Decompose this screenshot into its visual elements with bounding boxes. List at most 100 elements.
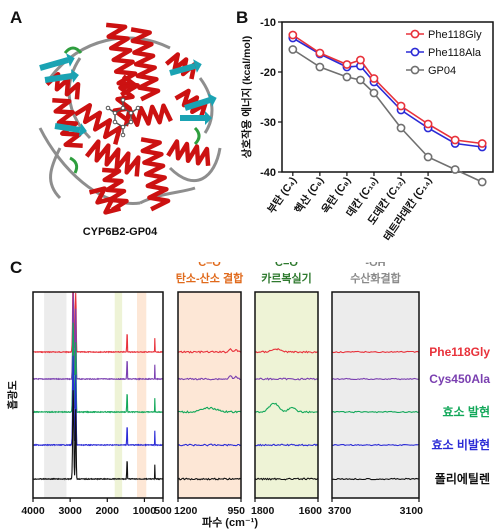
x-tick-label: 1000 xyxy=(133,505,157,517)
data-point xyxy=(396,123,406,133)
data-point xyxy=(288,30,298,40)
spectrum-zoom xyxy=(254,477,319,481)
beta-sheet xyxy=(44,73,73,83)
ligand-atom xyxy=(112,110,118,116)
alpha-helix xyxy=(112,74,138,122)
beta-sheet xyxy=(39,57,69,71)
data-point xyxy=(369,74,379,83)
band-highlight-oh xyxy=(44,292,67,498)
alpha-helix xyxy=(105,22,140,97)
band-highlight-co2 xyxy=(114,292,123,498)
panel-frame xyxy=(254,291,319,499)
spectrum-zoom xyxy=(177,348,242,354)
beta-sheet-arrow xyxy=(193,59,202,73)
series-label: 효소 발현 xyxy=(443,404,491,419)
band-name: 탄소-산소 결합 xyxy=(176,271,243,285)
coil-strand xyxy=(168,147,222,182)
ligand-atom xyxy=(120,124,126,130)
spectrum-zoom xyxy=(254,377,319,381)
y-tick-label: -10 xyxy=(260,17,276,29)
coil-strand xyxy=(139,186,196,205)
band-label: -OH xyxy=(365,262,385,269)
beta-sheet-arrow xyxy=(70,69,79,83)
spectrum-overview xyxy=(33,292,164,354)
panel-frame xyxy=(331,291,420,499)
series-label: 효소 비발현 xyxy=(431,437,490,452)
x-tick-label: 1200 xyxy=(174,505,198,517)
band-background xyxy=(332,292,419,498)
x-tick-label: 3700 xyxy=(328,505,352,517)
protein-caption: CYP6B2-GP04 xyxy=(82,226,158,238)
panel-c-letter: C xyxy=(10,258,23,277)
band-highlight-co xyxy=(137,292,147,498)
coil-strand xyxy=(48,36,171,79)
panel-frame xyxy=(32,291,164,499)
spectrum-zoom xyxy=(254,347,319,354)
spectrum-overview xyxy=(32,390,164,481)
data-point xyxy=(288,45,298,54)
panel-a-letter: A xyxy=(10,8,23,27)
x-tick-label: 3100 xyxy=(400,505,424,517)
band-background xyxy=(178,292,241,498)
y-axis-label: 상호작용 에너지 (kcal/mol) xyxy=(240,36,253,158)
data-point xyxy=(477,177,487,187)
x-tick-label: 1800 xyxy=(251,505,275,517)
alpha-helix xyxy=(88,186,122,215)
y-axis-label: 흡광도 xyxy=(6,380,19,409)
protein-structure-image xyxy=(38,22,222,215)
spectrum-zoom xyxy=(177,443,242,447)
ligand-atom xyxy=(120,132,126,138)
alpha-helix xyxy=(84,139,141,177)
data-point xyxy=(342,60,352,69)
spectrum-zoom xyxy=(177,375,242,381)
spectrum-zoom xyxy=(331,410,420,414)
band-name: 수산화결합 xyxy=(350,271,401,285)
x-tick-label: 950 xyxy=(227,505,245,517)
spectrum-zoom xyxy=(331,477,420,481)
legend-marker xyxy=(410,47,420,57)
beta-sheet-arrow xyxy=(207,93,217,107)
alpha-helix xyxy=(74,103,123,146)
legend-marker xyxy=(410,29,420,39)
band-name: 카르복실기 xyxy=(261,271,312,285)
spectrum-overview xyxy=(32,322,164,414)
legend-label: GP04 xyxy=(428,65,456,77)
band-label: C=O xyxy=(275,262,298,269)
x-tick-label: 테트라데칸 (C₁₄) xyxy=(381,174,435,243)
coil-strand xyxy=(49,147,62,200)
data-point xyxy=(315,62,325,72)
x-tick-label: 1600 xyxy=(299,505,323,517)
ligand-atom xyxy=(128,110,134,116)
series-label: Phe118Gly xyxy=(429,345,490,359)
spectrum-zoom xyxy=(332,443,420,447)
data-point xyxy=(369,88,379,98)
ligand-atom xyxy=(120,105,126,111)
x-tick-label: 2000 xyxy=(96,505,120,517)
spectrum-overview xyxy=(32,355,164,447)
panel-frame xyxy=(177,291,242,499)
data-point xyxy=(477,139,487,148)
beta-sheet xyxy=(184,97,211,111)
series-label: 폴리에틸렌 xyxy=(435,471,490,486)
beta-sheet xyxy=(169,63,196,76)
band-label: C–O xyxy=(198,262,221,269)
legend-marker xyxy=(410,65,420,75)
y-tick-label: -40 xyxy=(260,167,276,179)
beta-sheet-arrow xyxy=(78,123,87,137)
x-tick-label: 4000 xyxy=(21,505,45,517)
alpha-helix xyxy=(166,139,211,166)
beta-sheet-arrow xyxy=(66,53,75,67)
spectrum-overview xyxy=(32,292,164,381)
data-point xyxy=(315,48,325,58)
y-tick-label: -30 xyxy=(260,117,276,129)
spectrum-zoom xyxy=(331,377,420,381)
beta-sheet-arrow xyxy=(205,111,212,125)
y-tick-label: -20 xyxy=(260,67,276,79)
panel-b-letter: B xyxy=(236,8,249,27)
turn-loop xyxy=(69,156,79,174)
coil-strand xyxy=(198,77,214,134)
beta-sheet xyxy=(54,123,81,133)
ligand-atom xyxy=(120,97,126,103)
data-point xyxy=(423,119,433,129)
